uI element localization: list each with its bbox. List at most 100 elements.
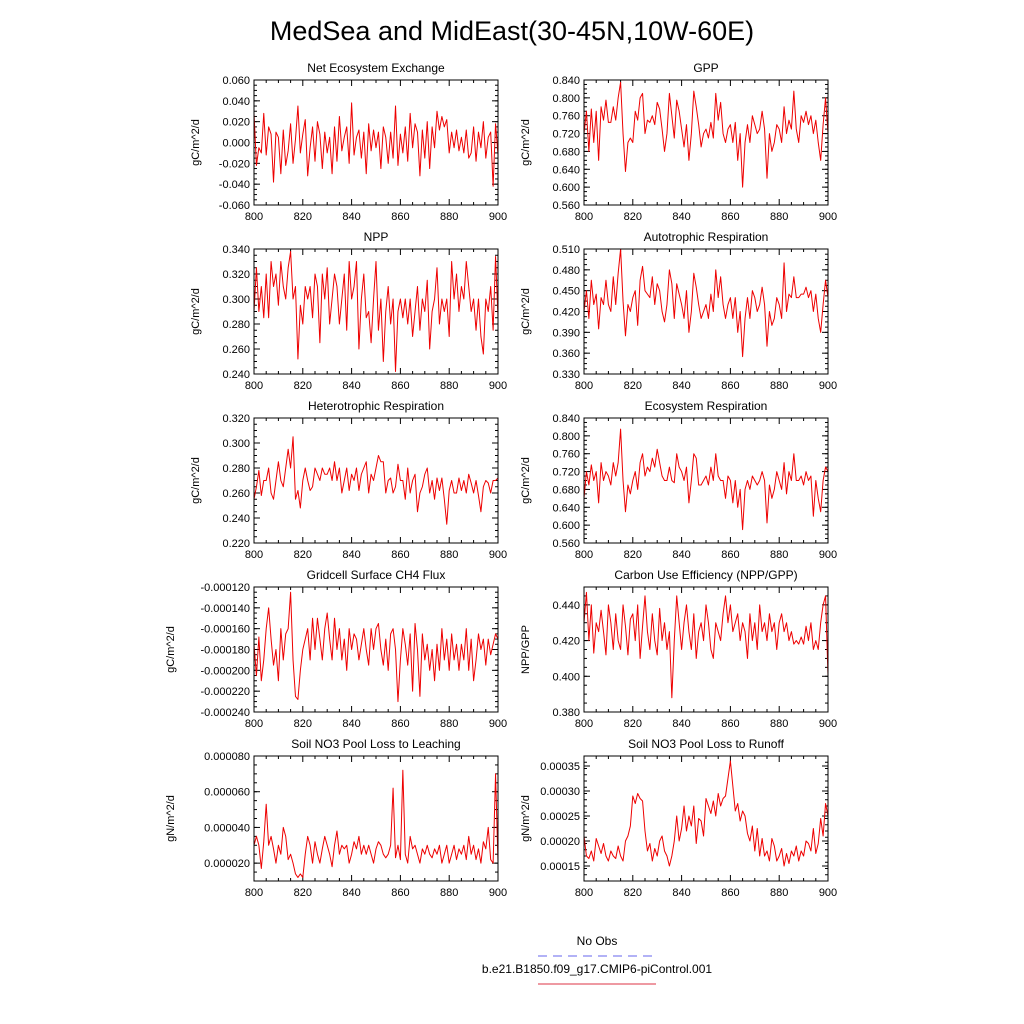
plot-frame [253, 586, 499, 713]
y-tick-label: 0.340 [222, 244, 250, 256]
panel-7: 800 820 840 860 880 900 0.380 0.400 0.420 0.440 Ca… [520, 568, 837, 730]
x-tick-label: 840 [672, 718, 690, 730]
y-tick-label: -0.020 [219, 158, 250, 170]
x-tick-label: 900 [819, 718, 837, 730]
x-tick-label: 800 [245, 211, 263, 223]
legend: No Obs b.e21.B1850.f09_g17.CMIP6-piContr… [482, 934, 712, 985]
y-tick-label: -0.000120 [200, 582, 250, 594]
plot-frame [253, 248, 499, 375]
y-tick-label: 0.00035 [540, 761, 580, 773]
series-line-0 [253, 591, 499, 703]
panel-title: Ecosystem Respiration [645, 399, 768, 413]
x-tick-label: 880 [770, 549, 788, 561]
x-tick-label: 900 [489, 380, 507, 392]
y-axis-label: gC/m^2/d [520, 119, 532, 166]
y-axis-label: gC/m^2/d [520, 457, 532, 504]
panel-0: 800 820 840 860 880 900 -0.060 -0.040 -0.020 0.00… [190, 61, 507, 223]
x-tick-label: 860 [391, 211, 409, 223]
x-tick-label: 820 [624, 718, 642, 730]
x-tick-label: 840 [342, 718, 360, 730]
y-tick-label: 0.240 [222, 369, 250, 381]
x-tick-label: 840 [672, 211, 690, 223]
y-tick-label: -0.000200 [200, 665, 250, 677]
y-tick-label: 0.300 [222, 438, 250, 450]
y-tick-label: -0.000140 [200, 603, 250, 615]
x-tick-label: 800 [575, 211, 593, 223]
x-tick-label: 800 [575, 887, 593, 899]
y-tick-label: 0.380 [552, 707, 580, 719]
plot-frame [253, 755, 499, 882]
x-tick-label: 820 [624, 887, 642, 899]
y-tick-label: 0.800 [552, 93, 580, 105]
panel-title: Autotrophic Respiration [644, 230, 769, 244]
y-tick-label: 0.800 [552, 431, 580, 443]
x-tick-label: 860 [391, 380, 409, 392]
legend-label-no-obs: No Obs [577, 934, 618, 948]
series-line-0 [583, 248, 829, 358]
y-tick-label: 0.320 [222, 413, 250, 425]
y-tick-label: 0.040 [222, 96, 250, 108]
y-tick-label: 0.220 [222, 538, 250, 550]
panel-title: Soil NO3 Pool Loss to Leaching [291, 737, 460, 751]
x-tick-label: 900 [819, 549, 837, 561]
y-tick-label: 0.720 [552, 467, 580, 479]
y-axis-label: NPP/GPP [520, 625, 532, 674]
x-tick-label: 800 [575, 718, 593, 730]
x-tick-label: 860 [391, 549, 409, 561]
x-tick-label: 880 [440, 549, 458, 561]
y-tick-label: 0.260 [222, 488, 250, 500]
x-tick-label: 820 [294, 549, 312, 561]
y-tick-label: 0.330 [552, 369, 580, 381]
y-tick-label: 0.300 [222, 294, 250, 306]
y-tick-label: 0.360 [552, 348, 580, 360]
x-tick-label: 880 [770, 887, 788, 899]
y-tick-label: -0.000180 [200, 645, 250, 657]
y-tick-label: 0.000080 [204, 751, 250, 763]
x-tick-label: 860 [721, 380, 739, 392]
y-tick-label: 0.760 [552, 111, 580, 123]
series-line-0 [583, 428, 829, 531]
series-line-0 [583, 81, 829, 188]
y-tick-label: 0.020 [222, 117, 250, 129]
y-tick-label: -0.060 [219, 200, 250, 212]
y-tick-label: 0.00015 [540, 861, 580, 873]
panel-title: Net Ecosystem Exchange [307, 61, 445, 75]
panel-3: 800 820 840 860 880 900 0.330 0.360 0.390 0.420 0.… [520, 230, 837, 392]
panel-5: 800 820 840 860 880 900 0.560 0.600 0.640 0.680 0.… [520, 399, 837, 561]
panel-1: 800 820 840 860 880 900 0.560 0.600 0.640 0.680 0.… [520, 61, 837, 223]
y-tick-label: 0.560 [552, 538, 580, 550]
y-tick-label: -0.000220 [200, 686, 250, 698]
x-tick-label: 860 [391, 887, 409, 899]
x-tick-label: 800 [575, 549, 593, 561]
y-tick-label: 0.00030 [540, 786, 580, 798]
panel-2: 800 820 840 860 880 900 0.240 0.260 0.280 0.300 0.… [190, 230, 507, 392]
x-tick-label: 800 [245, 380, 263, 392]
x-tick-label: 880 [770, 380, 788, 392]
y-tick-label: 0.000060 [204, 787, 250, 799]
x-tick-label: 860 [721, 887, 739, 899]
y-tick-label: 0.060 [222, 75, 250, 87]
panel-4: 800 820 840 860 880 900 0.220 0.240 0.260 0.280 0.… [190, 399, 507, 561]
x-tick-label: 820 [624, 380, 642, 392]
x-tick-label: 820 [294, 718, 312, 730]
x-tick-label: 820 [624, 549, 642, 561]
series-line-0 [253, 769, 499, 878]
x-tick-label: 900 [819, 380, 837, 392]
panel-9: 800 820 840 860 880 900 0.00015 0.00020 0.00025 0… [520, 737, 837, 899]
x-tick-label: 840 [672, 380, 690, 392]
y-axis-label: gN/m^2/d [520, 795, 532, 842]
panel-title: GPP [693, 61, 718, 75]
y-tick-label: 0.240 [222, 513, 250, 525]
y-tick-label: 0.280 [222, 319, 250, 331]
y-tick-label: 0.000020 [204, 858, 250, 870]
y-tick-label: 0.560 [552, 200, 580, 212]
x-tick-label: 800 [245, 549, 263, 561]
x-tick-label: 800 [245, 887, 263, 899]
y-tick-label: 0.390 [552, 327, 580, 339]
panel-title: Heterotrophic Respiration [308, 399, 444, 413]
plot-frame [583, 586, 829, 713]
series-line-0 [583, 591, 829, 699]
y-tick-label: 0.600 [552, 520, 580, 532]
plot-frame [583, 417, 829, 544]
